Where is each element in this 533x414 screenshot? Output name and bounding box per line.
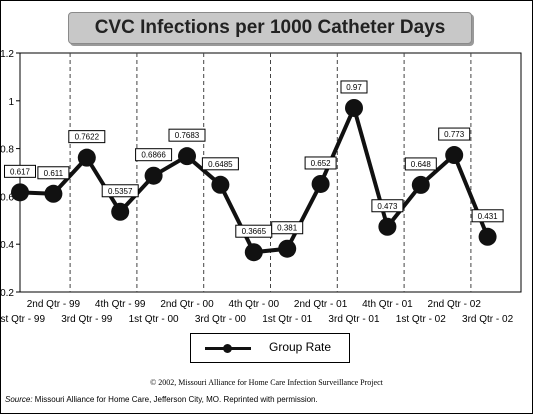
x-tick-label: 4th Qtr - 99 xyxy=(95,299,146,310)
data-point xyxy=(77,148,96,167)
x-tick-label: 3rd Qtr - 01 xyxy=(328,314,380,325)
y-tick-label: 0.4 xyxy=(0,240,14,251)
data-label-box xyxy=(68,130,106,144)
data-label-box xyxy=(371,199,404,213)
y-tick-label: 1.2 xyxy=(0,49,14,60)
source-note: Source: Missouri Alliance for Home Care,… xyxy=(5,395,318,404)
y-tick-label: 0.2 xyxy=(0,288,14,299)
data-label: 0.773 xyxy=(444,130,465,139)
x-tick-label: 4th Qtr - 01 xyxy=(362,299,413,310)
data-label-box xyxy=(340,80,368,94)
data-label: 0.431 xyxy=(478,212,499,221)
y-tick-label: 1 xyxy=(8,97,14,108)
data-point xyxy=(144,166,163,185)
data-point xyxy=(211,175,230,194)
data-label: 0.3665 xyxy=(242,227,267,236)
data-point xyxy=(378,217,397,236)
x-tick-label: 1st Qtr - 00 xyxy=(129,314,179,325)
data-label-box xyxy=(4,164,36,178)
data-label: 0.7683 xyxy=(175,131,200,140)
source-label: Source: xyxy=(5,395,33,404)
data-point xyxy=(178,147,196,166)
data-label-box xyxy=(168,128,206,142)
data-label: 0.7622 xyxy=(75,133,100,142)
x-tick-label: 2nd Qtr - 99 xyxy=(27,299,81,310)
data-label: 0.6485 xyxy=(208,160,233,169)
data-label: 0.611 xyxy=(44,169,64,178)
legend-label: Group Rate xyxy=(269,340,332,354)
x-tick-label: 2nd Qtr - 02 xyxy=(428,299,482,310)
x-tick-label: 1st Qtr - 99 xyxy=(0,314,45,325)
data-label-box xyxy=(101,184,139,198)
data-label: 0.473 xyxy=(377,202,398,211)
y-tick-label: 0.8 xyxy=(0,145,14,156)
data-point xyxy=(111,202,130,221)
data-label: 0.97 xyxy=(346,83,362,92)
data-label-box xyxy=(201,157,239,171)
x-tick-label: 3rd Qtr - 00 xyxy=(195,314,247,325)
chart-title-box: CVC Infections per 1000 Catheter Days xyxy=(68,12,472,44)
data-point xyxy=(311,174,330,193)
data-point xyxy=(445,146,464,165)
data-point xyxy=(244,243,263,262)
data-point xyxy=(411,175,430,194)
data-point xyxy=(11,183,29,202)
data-label-box xyxy=(271,221,304,235)
data-label: 0.6866 xyxy=(141,151,166,160)
x-tick-label: 1st Qtr - 02 xyxy=(396,314,446,325)
data-label-box xyxy=(404,157,437,171)
chart-title: CVC Infections per 1000 Catheter Days xyxy=(94,17,446,38)
x-tick-label: 4th Qtr - 00 xyxy=(229,299,280,310)
data-label-box xyxy=(37,166,70,180)
data-label: 0.381 xyxy=(277,224,298,233)
data-label-box xyxy=(135,148,173,162)
data-point xyxy=(478,227,497,246)
x-tick-label: 1st Qtr - 01 xyxy=(262,314,312,325)
data-label-box xyxy=(438,127,471,141)
data-label: 0.648 xyxy=(411,160,432,169)
legend-marker-icon xyxy=(223,344,232,353)
chart-legend: Group Rate xyxy=(190,333,350,363)
data-label-box xyxy=(304,156,337,170)
x-tick-label: 3rd Qtr - 99 xyxy=(61,314,113,325)
data-label-box xyxy=(471,209,504,223)
y-tick-label: 0.6 xyxy=(0,192,14,203)
x-tick-label: 2nd Qtr - 00 xyxy=(160,299,214,310)
data-label: 0.652 xyxy=(311,159,332,168)
data-point xyxy=(345,98,363,117)
x-tick-label: 3rd Qtr - 02 xyxy=(462,314,514,325)
data-label: 0.5357 xyxy=(108,187,133,196)
data-label: 0.617 xyxy=(10,167,31,176)
x-tick-label: 2nd Qtr - 01 xyxy=(294,299,348,310)
data-point xyxy=(44,184,63,203)
source-text: Missouri Alliance for Home Care, Jeffers… xyxy=(32,395,318,404)
copyright-note: © 2002, Missouri Alliance for Home Care … xyxy=(150,378,383,387)
data-point xyxy=(278,239,297,258)
